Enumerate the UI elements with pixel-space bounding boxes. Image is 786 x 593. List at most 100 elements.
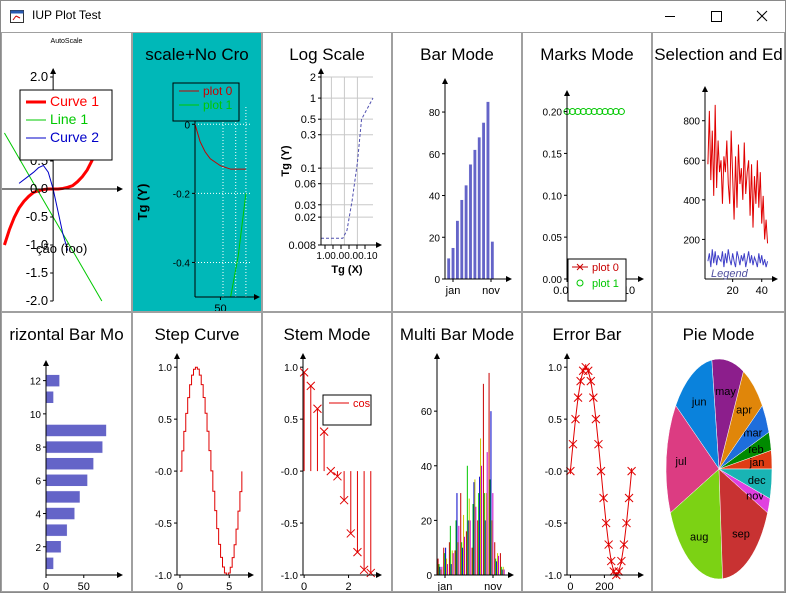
- bar: [451, 550, 453, 575]
- pie-label: nov: [746, 491, 764, 503]
- y-tick-label: -1.0: [155, 571, 173, 582]
- x-tick-label: 1.00.00.00.10: [316, 251, 378, 262]
- maximize-button[interactable]: [693, 1, 739, 32]
- x-tick-label: 50: [214, 303, 226, 311]
- panel-p6[interactable]: Selection and Ed 200 400 600 800 20 40 Legend: [653, 33, 784, 311]
- close-button[interactable]: [739, 1, 785, 32]
- y-tick-label: 1: [310, 93, 316, 105]
- panel-p1[interactable]: AutoScale2.01.51.00.50.0-0.5-1.0-1.5-2.0…: [2, 33, 131, 311]
- y-tick-label: 0.06: [295, 179, 316, 191]
- bar: [473, 482, 475, 575]
- chart-title: Multi Bar Mode: [400, 325, 514, 344]
- bar: [440, 569, 442, 575]
- bar: [471, 547, 473, 575]
- y-tick-label: 0.0: [30, 181, 48, 196]
- chart-svg-p11: Error Bar 1.0 0.5 -0.0 -0.5 -1.0 0 200: [545, 325, 644, 591]
- bar: [456, 493, 458, 575]
- x-axis-arrow: [376, 242, 382, 248]
- y-tick-label: 2: [35, 543, 41, 554]
- y-tick-label: 0.1: [301, 163, 316, 175]
- y-tick-label: -0.5: [281, 519, 299, 530]
- bar: [468, 498, 470, 575]
- panel-p10[interactable]: Multi Bar Mode 0 20 40 60 jan nov: [393, 313, 521, 591]
- bar: [503, 569, 505, 575]
- panel-p11[interactable]: Error Bar 1.0 0.5 -0.0 -0.5 -1.0 0 200: [523, 313, 651, 591]
- x-tick-label: 0: [301, 581, 307, 591]
- bar: [465, 531, 467, 575]
- bar: [482, 383, 484, 575]
- y-tick-label: 60: [429, 150, 441, 161]
- y-tick-label: 0.15: [543, 149, 563, 160]
- panel-p12[interactable]: Pie Mode jan feb mar apr may jun jul aug sep nov de…: [653, 313, 784, 591]
- legend-label: plot 1: [203, 98, 233, 112]
- bar: [45, 557, 54, 570]
- data-point: [579, 108, 587, 116]
- bar: [438, 564, 440, 575]
- panel-p8[interactable]: Step Curve 1.0 0.5 -0.0 -0.5 -1.0 0 5: [133, 313, 261, 591]
- legend-text: Legend: [711, 268, 749, 280]
- y-tick-label: -0.5: [26, 209, 48, 224]
- minimize-icon: [665, 16, 675, 17]
- y-tick-label: 20: [429, 233, 441, 244]
- panel-p7[interactable]: rizontal Bar Mo 2 4 6 8 10 12 0 50: [2, 313, 131, 591]
- y-tick-label: 0.008: [288, 240, 316, 252]
- x-marker: [339, 495, 349, 505]
- bar: [445, 547, 447, 575]
- x-tick-label: 0: [567, 581, 573, 591]
- bar: [461, 542, 463, 575]
- data-point: [585, 108, 593, 116]
- window-title: IUP Plot Test: [32, 8, 101, 22]
- x-marker: [333, 471, 342, 481]
- bar: [454, 550, 456, 575]
- minimize-button[interactable]: [647, 1, 693, 32]
- pie-label: may: [715, 386, 736, 398]
- plot-grid: AutoScale2.01.51.00.50.0-0.5-1.0-1.5-2.0…: [1, 32, 785, 592]
- series-line-plot-1: [230, 193, 247, 298]
- bar: [448, 542, 450, 575]
- y-tick-label: 1.0: [548, 363, 562, 374]
- x-tick-label: nov: [482, 285, 500, 297]
- bar: [45, 507, 75, 520]
- x-marker: [359, 565, 369, 575]
- panel-p3[interactable]: Log Scale 2 1 0.5 0.3 0.1 0.06 0.03 0.02 0.008 1.0…: [263, 33, 391, 311]
- bar: [466, 465, 468, 575]
- x-tick-label: 0: [177, 581, 183, 591]
- bar: [45, 540, 62, 554]
- panel-p9[interactable]: Stem Mode 1.0 0.5 -0.0 -0.5 -1.0 0 2 cos: [263, 313, 391, 591]
- y-tick-label: -0.0: [545, 467, 563, 478]
- bar: [45, 474, 88, 487]
- x-axis-arrow: [117, 572, 123, 578]
- title-bar[interactable]: IUP Plot Test: [1, 1, 785, 32]
- bar: [447, 564, 449, 575]
- bar: [45, 523, 68, 537]
- bar: [446, 257, 451, 280]
- pie-label: jul: [675, 456, 687, 468]
- panel-p5[interactable]: Marks Mode0.000.050.100.150.200.0000.010…: [523, 33, 651, 311]
- bar: [446, 558, 448, 575]
- series-line-data: [707, 104, 769, 244]
- legend-label: Line 1: [50, 111, 88, 127]
- y-tick-label: -2.0: [26, 293, 48, 308]
- pie-label: dec: [748, 475, 766, 487]
- bar: [500, 566, 502, 575]
- legend-label: plot 0: [592, 262, 619, 274]
- y-tick-label: 1.0: [284, 363, 298, 374]
- chart-title: Error Bar: [553, 325, 622, 344]
- chart-svg-p6: Selection and Ed 200 400 600 800 20 40 Legend: [654, 45, 783, 297]
- y-tick-label: -0.5: [545, 519, 563, 530]
- bar: [460, 493, 462, 575]
- bar: [455, 220, 460, 280]
- y-tick-label: 1.0: [158, 363, 172, 374]
- y-tick-label: 10: [30, 410, 42, 421]
- bar: [45, 390, 54, 404]
- y-tick-label: 0.5: [284, 415, 298, 426]
- x-tick-label: 0: [43, 581, 49, 591]
- panel-p4[interactable]: Bar Mode 0 20 40 60 80 jan nov: [393, 33, 521, 311]
- bar: [45, 440, 103, 454]
- y-tick-label: 4: [35, 510, 41, 521]
- data-point: [574, 108, 582, 116]
- y-tick-label: -1.0: [545, 571, 563, 582]
- x-tick-label: jan: [445, 285, 461, 297]
